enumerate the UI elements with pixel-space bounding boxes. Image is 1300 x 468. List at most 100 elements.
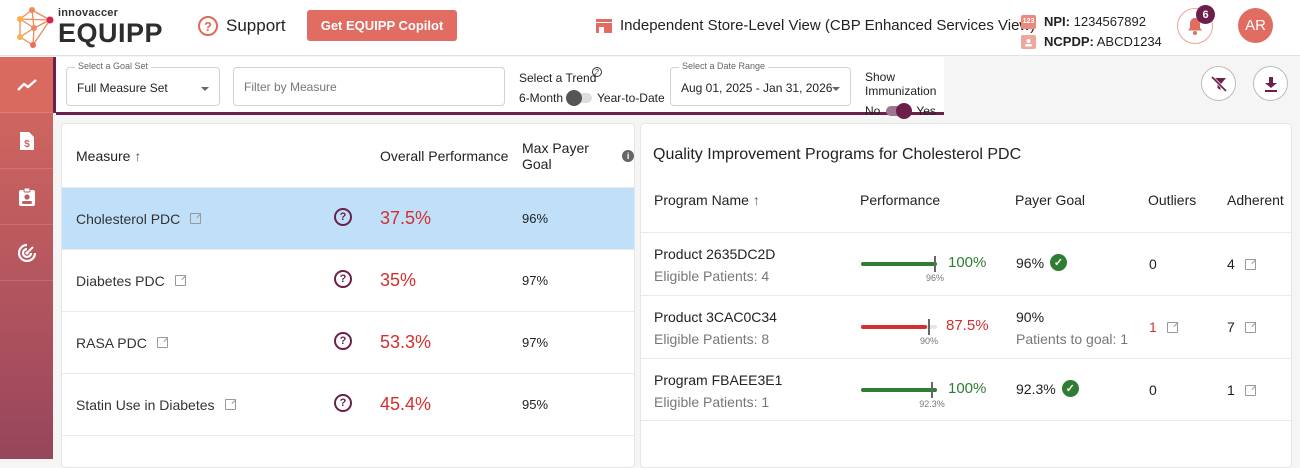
- measure-column-header[interactable]: Measure ↑: [76, 147, 142, 164]
- measure-row[interactable]: Cholesterol PDC ? 37.5% 96%: [62, 187, 634, 249]
- help-circle-icon[interactable]: ?: [334, 208, 352, 226]
- overall-performance-value: 45.4%: [380, 394, 432, 414]
- program-row[interactable]: Product 2635DC2D Eligible Patients: 4 96…: [641, 232, 1291, 295]
- sidebar-item-billing[interactable]: $: [0, 113, 53, 169]
- adherent-value[interactable]: 7: [1227, 319, 1256, 335]
- overall-performance-header[interactable]: Overall Performance: [380, 147, 509, 164]
- max-payer-goal-header[interactable]: Max Payer Goal i: [522, 140, 634, 172]
- performance-bar: 96%: [861, 256, 944, 283]
- eligible-patients: Eligible Patients: 8: [654, 331, 770, 347]
- measure-row[interactable]: Statin Use in Diabetes ? 45.4% 95%: [62, 373, 634, 435]
- store-icon: [596, 18, 612, 33]
- adherent-value[interactable]: 4: [1227, 256, 1256, 272]
- filter-off-icon: [1210, 75, 1227, 92]
- trend-help-icon[interactable]: ?: [592, 67, 602, 77]
- external-link-icon[interactable]: [1166, 321, 1178, 333]
- patients-to-goal: Patients to goal: 1: [1016, 331, 1129, 347]
- measure-row[interactable]: RASA PDC ? 53.3% 97%: [62, 311, 634, 373]
- date-range-select[interactable]: Select a Date Range Aug 01, 2025 - Jan 3…: [670, 61, 851, 106]
- pharmacy-ids: 123 NPI: 1234567892 NCPDP: ABCD1234: [1021, 12, 1162, 52]
- payer-goal-value: 90%: [1016, 309, 1045, 325]
- external-link-icon[interactable]: [156, 337, 168, 348]
- goal-marker-label: 96%: [925, 273, 945, 283]
- program-name-header[interactable]: Program Name ↑: [654, 192, 760, 208]
- measures-table: Measure ↑ Overall Performance Max Payer …: [61, 123, 635, 468]
- performance-bar: 90%: [861, 319, 938, 346]
- outliers-header[interactable]: Outliers: [1148, 192, 1197, 208]
- store-view-selector[interactable]: Independent Store-Level View (CBP Enhanc…: [596, 17, 1035, 34]
- measure-name: RASA PDC: [76, 334, 147, 351]
- npi-value: 1234567892: [1073, 14, 1146, 29]
- trend-toggle[interactable]: [566, 90, 593, 106]
- app-logo[interactable]: innovaccer EQUIPP: [8, 4, 163, 50]
- trend-ytd-label: Year-to-Date: [597, 91, 665, 105]
- trend-6-month-label: 6-Month: [519, 91, 564, 105]
- adherent-value[interactable]: 1: [1227, 382, 1256, 398]
- sort-arrow-up-icon: ↑: [752, 192, 760, 208]
- goal-marker-label: 92.3%: [919, 399, 945, 409]
- program-row[interactable]: Product 3CAC0C34 Eligible Patients: 8 90…: [641, 295, 1291, 358]
- external-link-icon[interactable]: [1244, 321, 1256, 333]
- max-payer-goal-value: 96%: [522, 211, 549, 226]
- sidebar-item-performance[interactable]: [0, 57, 53, 113]
- adherent-header[interactable]: Adherent: [1227, 192, 1284, 208]
- goal-marker-label: 90%: [919, 336, 939, 346]
- immunization-no-label: No: [865, 104, 881, 118]
- external-link-icon[interactable]: [1244, 384, 1256, 396]
- eligible-patients: Eligible Patients: 1: [654, 394, 770, 410]
- filter-bar: Select a Goal Set Full Measure Set Selec…: [56, 57, 944, 119]
- info-icon[interactable]: i: [622, 149, 634, 162]
- performance-bar: 92.3%: [861, 382, 945, 409]
- trend-label: Select a Trend: [519, 71, 597, 85]
- program-name: Product 2635DC2D: [654, 246, 776, 262]
- npi-number-icon: 123: [1021, 15, 1036, 29]
- payer-goal-header[interactable]: Payer Goal: [1015, 192, 1086, 208]
- download-button[interactable]: [1253, 66, 1288, 101]
- goal-set-value: Full Measure Set: [77, 81, 168, 95]
- external-link-icon[interactable]: [1244, 258, 1256, 270]
- download-icon: [1264, 76, 1277, 92]
- programs-table: Quality Improvement Programs for Cholest…: [640, 123, 1292, 468]
- immunization-toggle[interactable]: [886, 103, 913, 119]
- help-circle-icon: ?: [198, 16, 218, 36]
- goal-set-select[interactable]: Select a Goal Set Full Measure Set: [66, 61, 220, 106]
- network-logo-icon: [17, 7, 54, 48]
- measure-row[interactable]: Diabetes PDC ? 35% 97%: [62, 249, 634, 311]
- performance-value: 100%: [948, 254, 987, 271]
- check-circle-icon: ✓: [1061, 380, 1079, 397]
- outliers-value: 0: [1149, 382, 1157, 398]
- measure-filter-field[interactable]: [233, 67, 505, 106]
- measures-table-header: Measure ↑ Overall Performance Max Payer …: [62, 124, 634, 187]
- user-avatar[interactable]: AR: [1238, 8, 1273, 43]
- immunization-toggle-group: Show Immunization No Yes: [865, 70, 944, 119]
- sidebar-item-patients[interactable]: [0, 169, 53, 225]
- sidebar: $: [0, 57, 53, 459]
- overall-performance-value: 53.3%: [380, 332, 432, 352]
- help-circle-icon[interactable]: ?: [334, 394, 352, 412]
- external-link-icon[interactable]: [190, 213, 202, 224]
- patient-badge-icon: [18, 187, 35, 206]
- help-circle-icon[interactable]: ?: [334, 270, 352, 288]
- ncpdp-label: NCPDP:: [1044, 34, 1094, 49]
- clear-filters-button[interactable]: [1201, 66, 1236, 101]
- top-bar: innovaccer EQUIPP ? Support Get EQUIPP C…: [0, 0, 1300, 56]
- external-link-icon[interactable]: [174, 275, 186, 286]
- external-link-icon[interactable]: [224, 399, 236, 410]
- performance-header[interactable]: Performance: [860, 192, 941, 208]
- performance-value: 100%: [948, 380, 987, 397]
- notification-count-badge: 6: [1196, 5, 1215, 24]
- programs-title: Quality Improvement Programs for Cholest…: [653, 146, 1022, 163]
- chevron-down-icon: [832, 87, 840, 91]
- sidebar-item-radar[interactable]: [0, 225, 53, 281]
- eligible-patients: Eligible Patients: 4: [654, 268, 770, 284]
- support-link[interactable]: ? Support: [198, 16, 286, 36]
- outliers-value[interactable]: 1: [1149, 319, 1178, 335]
- measure-filter-input[interactable]: [244, 80, 484, 94]
- trend-selector: Select a Trend ? 6-Month Year-to-Date: [519, 67, 665, 106]
- check-circle-icon: ✓: [1050, 254, 1068, 271]
- help-circle-icon[interactable]: ?: [334, 332, 352, 350]
- immunization-label: Show Immunization: [865, 70, 937, 98]
- trend-icon: [16, 78, 37, 91]
- get-copilot-button[interactable]: Get EQUIPP Copilot: [307, 10, 457, 41]
- program-row[interactable]: Program FBAEE3E1 Eligible Patients: 1 92…: [641, 358, 1291, 421]
